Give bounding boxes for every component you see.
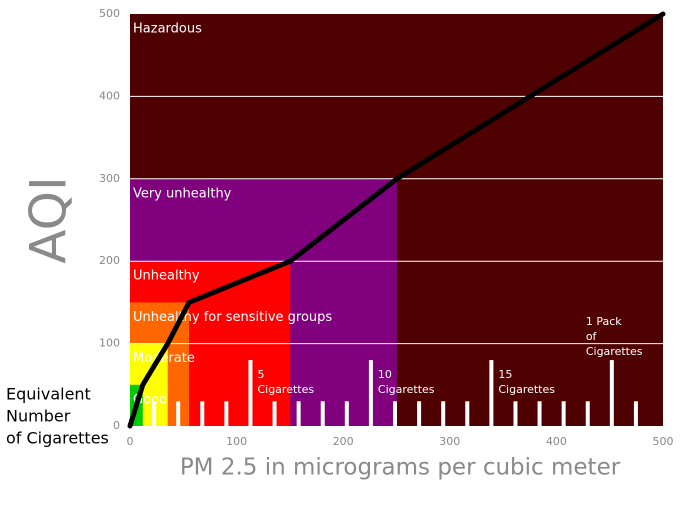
cigarette-bar [200,401,205,426]
band-label: Moderate [133,351,195,366]
cigarette-label: Cigarettes [498,383,555,396]
cigarette-bar [176,401,181,426]
x-tick-label: 300 [439,435,460,448]
cigarette-label: Cigarettes [257,383,314,396]
x-tick-label: 500 [653,435,674,448]
cigarette-bar [513,401,518,426]
x-tick-label: 400 [546,435,567,448]
cigarette-bar [248,360,253,426]
cigarette-bar [441,401,446,426]
x-tick-label: 0 [127,435,134,448]
cigarette-axis-label: of Cigarettes [6,429,109,448]
cigarette-bar [344,401,349,426]
cigarette-bar [489,360,494,426]
cigarette-bar [537,401,542,426]
band-label: Hazardous [133,22,202,37]
y-tick-label: 0 [113,419,120,432]
band-label: Unhealthy for sensitive groups [133,310,332,325]
cigarette-bar [561,401,566,426]
cigarette-bar [224,401,229,426]
cigarette-bar [368,360,373,426]
cigarette-bar [320,401,325,426]
cigarette-bar [417,401,422,426]
cigarette-label: 10 [378,368,392,381]
aqi-line [127,11,666,429]
cigarette-bar [296,401,301,426]
cigarette-bar [152,401,157,426]
y-tick-label: 100 [99,337,120,350]
y-tick-label: 400 [99,89,120,102]
band-label: Very unhealthy [133,186,232,201]
cigarette-label: 1 Pack [586,315,622,328]
cigarette-bar [272,401,277,426]
cigarette-label: Cigarettes [586,345,643,358]
cigarette-bar [393,401,398,426]
x-tick-label: 200 [333,435,354,448]
cigarette-bar [585,401,590,426]
cigarette-label: Cigarettes [378,383,435,396]
x-tick-label: 100 [226,435,247,448]
y-tick-label: 300 [99,172,120,185]
cigarette-bar [465,401,470,426]
y-tick-label: 500 [99,7,120,20]
cigarette-label: 15 [498,368,512,381]
cigarette-axis-label: Number [6,407,71,426]
cigarette-label: of [586,330,598,343]
band-label: Unhealthy [133,269,200,284]
y-axis-title: AQI [20,176,78,263]
cigarette-axis-label: Equivalent [6,385,91,404]
y-tick-label: 200 [99,254,120,267]
cigarette-label: 5 [257,368,264,381]
cigarette-bar [633,401,638,426]
x-axis-title: PM 2.5 in micrograms per cubic meter [180,455,621,481]
cigarette-bar [609,360,614,426]
